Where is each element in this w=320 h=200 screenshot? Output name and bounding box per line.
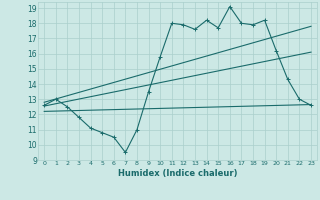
X-axis label: Humidex (Indice chaleur): Humidex (Indice chaleur): [118, 169, 237, 178]
